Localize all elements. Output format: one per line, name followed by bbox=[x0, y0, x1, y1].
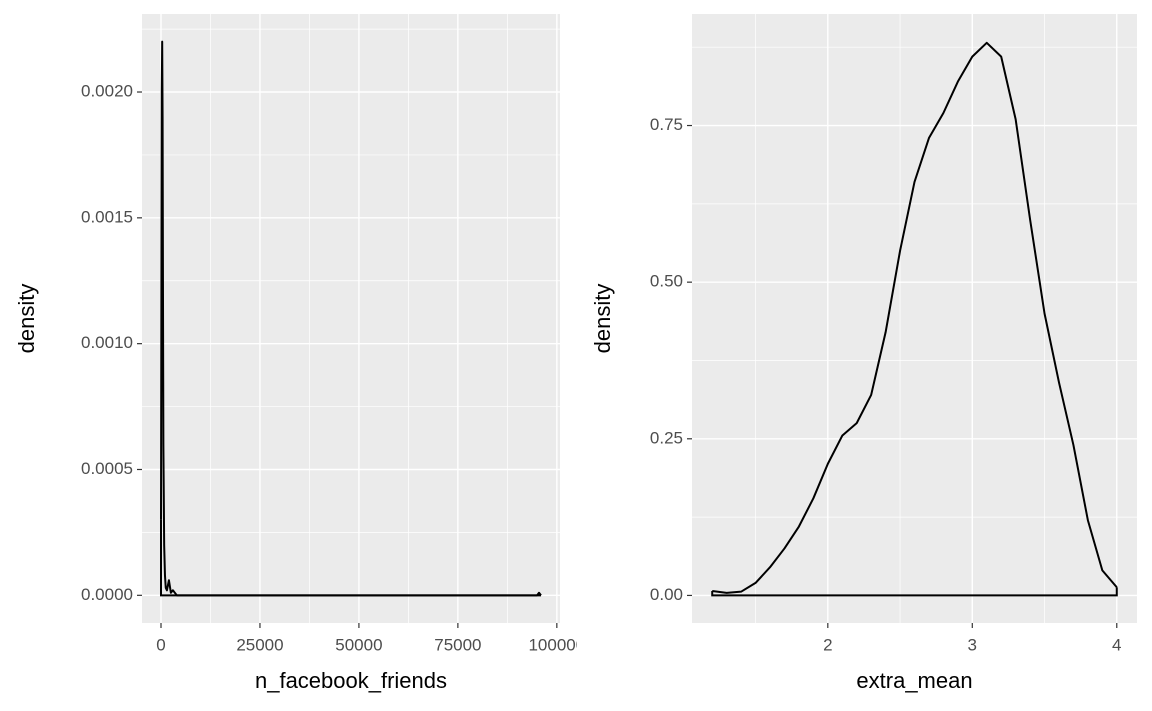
y-tick-label: 0.00 bbox=[650, 585, 683, 604]
x-tick-label: 50000 bbox=[335, 635, 382, 654]
x-tick-label: 3 bbox=[968, 635, 977, 654]
x-tick-label: 2 bbox=[823, 635, 832, 654]
density-curve bbox=[712, 41, 1118, 594]
x-axis-title: n_facebook_friends bbox=[255, 668, 447, 693]
y-tick-label: 0.50 bbox=[650, 272, 683, 291]
density-curve bbox=[160, 40, 542, 597]
x-tick-label: 4 bbox=[1112, 635, 1121, 654]
x-tick-label: 100000 bbox=[528, 635, 585, 654]
y-tick-label: 0.0020 bbox=[81, 81, 133, 100]
y-tick-label: 0.0005 bbox=[81, 459, 133, 478]
x-axis-title: extra_mean bbox=[856, 668, 972, 693]
panel-background bbox=[692, 14, 1137, 623]
y-tick-label: 0.0010 bbox=[81, 333, 133, 352]
x-tick-label: 75000 bbox=[434, 635, 481, 654]
x-tick-label: 25000 bbox=[236, 635, 283, 654]
density-baseline bbox=[711, 587, 1118, 597]
y-tick-label: 0.0015 bbox=[81, 207, 133, 226]
chart-panel: 0 25000 50000 75000 100000 0.0000 0.0005 0.0010… bbox=[14, 14, 585, 693]
panel-background bbox=[142, 14, 560, 623]
y-tick-label: 0.75 bbox=[650, 115, 683, 134]
x-tick-label: 0 bbox=[156, 635, 165, 654]
y-axis-title: density bbox=[14, 284, 39, 354]
y-tick-label: 0.25 bbox=[650, 428, 683, 447]
chart-panel: 2 3 4 0.00 0.25 0.50 0.75 extra_mean density bbox=[590, 14, 1137, 693]
y-tick-label: 0.0000 bbox=[81, 585, 133, 604]
y-axis-title: density bbox=[590, 284, 615, 354]
